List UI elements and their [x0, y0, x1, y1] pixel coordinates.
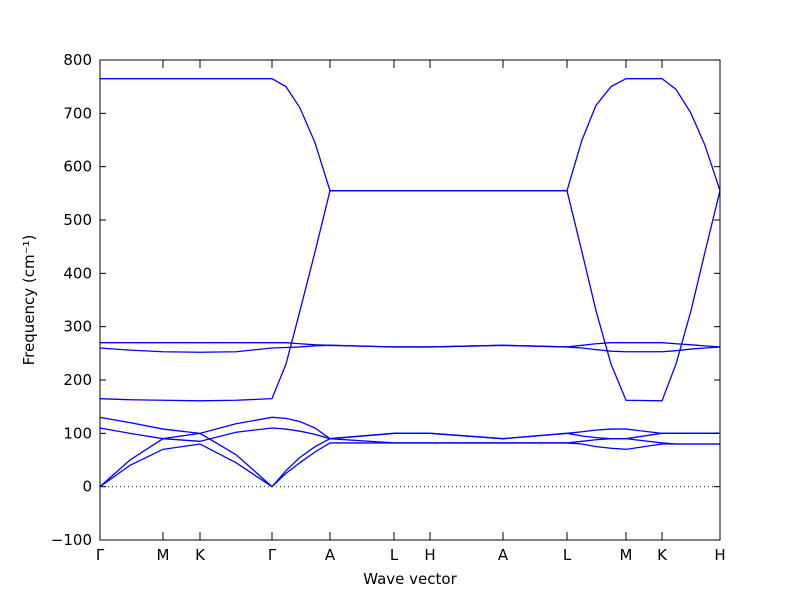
y-axis-label: Frequency (cm⁻¹) — [20, 235, 38, 366]
plot-frame — [99, 59, 721, 541]
y-tick-label: 800 — [63, 51, 92, 69]
x-tick-label: A — [325, 546, 336, 564]
x-tick-label: K — [657, 546, 668, 564]
x-tick-label: Γ — [268, 546, 277, 564]
band-line — [99, 190, 721, 402]
x-tick-label: L — [563, 546, 572, 564]
band-line — [99, 427, 720, 442]
y-tick-label: 700 — [63, 104, 92, 122]
x-tick-label: H — [424, 546, 435, 564]
x-tick-label: Γ — [96, 546, 105, 564]
band-line — [99, 442, 720, 488]
x-tick-label: L — [390, 546, 399, 564]
band-line — [99, 344, 721, 353]
y-tick-label: 100 — [63, 424, 92, 442]
x-tick-label: H — [714, 546, 725, 564]
y-tick-label: 200 — [63, 371, 92, 389]
x-axis-label: Wave vector — [363, 570, 457, 588]
y-tick-label: 300 — [63, 318, 92, 336]
y-tick-label: 500 — [63, 211, 92, 229]
y-tick-label: −100 — [51, 531, 92, 549]
x-tick-label: M — [620, 546, 633, 564]
y-tick-label: 400 — [63, 264, 92, 282]
y-tick-label: 600 — [63, 158, 92, 176]
x-tick-label: A — [498, 546, 509, 564]
x-tick-label: K — [195, 546, 206, 564]
y-tick-label: 0 — [82, 478, 92, 496]
x-tick-label: M — [157, 546, 170, 564]
